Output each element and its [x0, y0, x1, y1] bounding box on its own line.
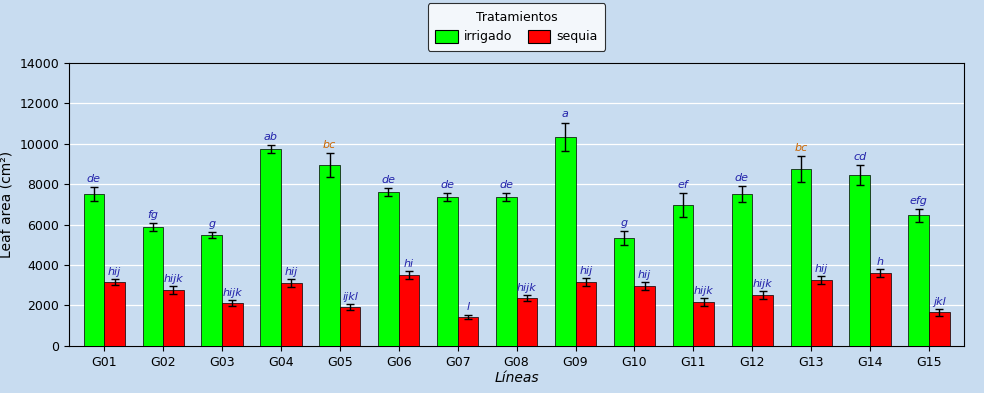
Text: hij: hij — [815, 264, 829, 274]
Text: hij: hij — [108, 267, 121, 277]
Text: cd: cd — [853, 152, 866, 162]
Text: g: g — [209, 219, 215, 229]
Text: de: de — [499, 180, 514, 190]
Text: hij: hij — [580, 266, 592, 276]
Text: efg: efg — [910, 196, 928, 206]
Text: fg: fg — [148, 209, 158, 220]
Bar — [437, 197, 458, 346]
Text: hij: hij — [284, 267, 298, 277]
Text: hijk: hijk — [163, 274, 183, 284]
Text: hijk: hijk — [517, 283, 537, 293]
Bar — [163, 290, 184, 346]
Text: jkl: jkl — [933, 298, 946, 307]
Bar — [378, 192, 399, 346]
Bar — [694, 302, 714, 346]
Bar — [673, 206, 694, 346]
Bar — [849, 175, 870, 346]
Text: hijk: hijk — [222, 288, 242, 298]
Text: bc: bc — [323, 140, 337, 150]
Y-axis label: Leaf area (cm²): Leaf area (cm²) — [0, 151, 14, 258]
Bar — [496, 197, 517, 346]
Text: ab: ab — [264, 132, 277, 142]
Bar — [790, 169, 811, 346]
Text: de: de — [735, 173, 749, 183]
Bar — [339, 307, 360, 346]
Bar — [870, 273, 891, 346]
Bar — [104, 282, 125, 346]
Text: h: h — [877, 257, 884, 267]
Bar — [635, 286, 655, 346]
Text: g: g — [621, 218, 628, 228]
Text: hijk: hijk — [694, 286, 713, 296]
Text: de: de — [441, 180, 455, 190]
Text: de: de — [87, 174, 101, 184]
Text: hijk: hijk — [753, 279, 772, 289]
Bar — [811, 280, 831, 346]
Bar — [517, 298, 537, 346]
Bar — [143, 227, 163, 346]
Bar — [319, 165, 339, 346]
Text: l: l — [466, 303, 469, 312]
Bar — [399, 275, 419, 346]
Bar — [614, 238, 635, 346]
Text: de: de — [382, 175, 396, 185]
Text: bc: bc — [794, 143, 808, 153]
Bar — [202, 235, 222, 346]
Bar — [458, 316, 478, 346]
Text: a: a — [562, 110, 569, 119]
Text: hi: hi — [404, 259, 414, 269]
Bar — [222, 303, 243, 346]
Bar — [732, 194, 752, 346]
Bar — [576, 282, 596, 346]
Bar — [908, 215, 929, 346]
Text: ef: ef — [678, 180, 689, 190]
Legend: irrigado, sequia: irrigado, sequia — [428, 3, 605, 51]
X-axis label: Líneas: Líneas — [494, 371, 539, 386]
Text: hij: hij — [638, 270, 651, 280]
Bar — [555, 137, 576, 346]
Text: ijkl: ijkl — [342, 292, 358, 302]
Bar — [261, 149, 281, 346]
Bar — [752, 295, 772, 346]
Bar — [281, 283, 301, 346]
Bar — [84, 194, 104, 346]
Bar — [929, 312, 950, 346]
